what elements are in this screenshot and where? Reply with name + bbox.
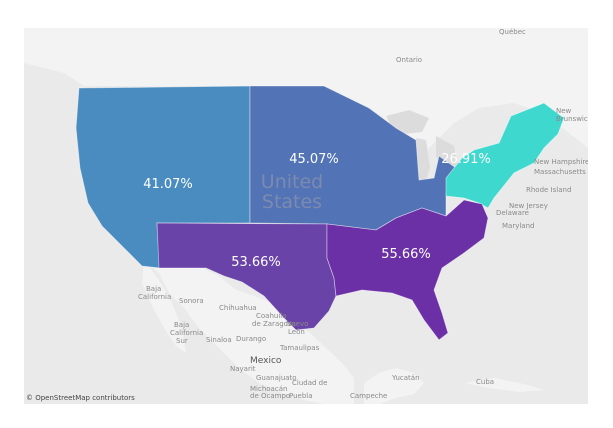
label-tamaulipas: Tamaulipas <box>279 344 320 352</box>
label-baja-california-1: Baja <box>146 285 161 293</box>
label-sinaloa: Sinaloa <box>206 336 232 344</box>
country-label-line1: United <box>261 171 323 193</box>
mexico-landmass <box>144 260 354 404</box>
label-michoacan-2: de Ocampo <box>250 392 290 400</box>
region-value-midwest: 45.07% <box>289 152 339 167</box>
label-mexico: Mexico <box>250 356 282 366</box>
region-value-west: 41.07% <box>143 177 193 192</box>
label-baja-sur-2: California <box>170 329 203 337</box>
yucatan-landmass <box>364 368 424 404</box>
label-baja-sur-1: Baja <box>174 321 189 329</box>
label-quebec: Québec <box>499 28 526 36</box>
label-yucatan: Yucatán <box>391 374 420 382</box>
label-baja-sur-3: Sur <box>176 337 188 345</box>
label-nuevo-leon-2: León <box>288 328 305 336</box>
map-canvas[interactable]: United States Québec Ontario New Brunswi… <box>24 28 588 404</box>
label-nuevo-leon-1: Nuevo <box>286 320 308 328</box>
label-massachusetts: Massachusetts <box>534 168 586 176</box>
label-ontario: Ontario <box>396 56 422 64</box>
label-michoacan-1: Michoacán <box>250 385 287 393</box>
label-baja-california-2: California <box>138 293 171 301</box>
region-northeast[interactable] <box>445 102 565 209</box>
label-maryland: Maryland <box>502 222 534 230</box>
label-durango: Durango <box>236 335 266 343</box>
label-coahuila-1: Coahuila <box>256 312 287 320</box>
region-value-southeast: 55.66% <box>381 247 431 262</box>
label-new-brunswick-2: Brunswick <box>556 115 588 123</box>
map-attribution[interactable]: © OpenStreetMap contributors <box>26 394 135 402</box>
label-new-brunswick-1: New <box>556 107 572 115</box>
label-chihuahua: Chihuahua <box>219 304 257 312</box>
cuba-landmass <box>464 378 544 392</box>
label-mexico-city: Ciudad de <box>292 379 327 387</box>
country-label-line2: States <box>262 191 322 213</box>
label-nayarit: Nayarit <box>230 365 256 373</box>
label-sonora: Sonora <box>179 297 204 305</box>
label-delaware: Delaware <box>496 209 529 217</box>
label-guanajuato: Guanajuato <box>256 374 297 382</box>
label-rhode-island: Rhode Island <box>526 186 571 194</box>
map-view[interactable]: United States Québec Ontario New Brunswi… <box>24 28 588 404</box>
label-new-hampshire: New Hampshire <box>534 158 588 166</box>
region-value-northeast: 26.91% <box>441 152 491 167</box>
region-value-southwest: 53.66% <box>231 255 281 270</box>
label-campeche: Campeche <box>350 392 387 400</box>
baja-landmass <box>142 260 186 353</box>
label-coahuila-2: de Zaragoza <box>252 320 296 328</box>
label-puebla: Puebla <box>289 392 313 400</box>
label-new-jersey: New Jersey <box>509 202 548 210</box>
label-cuba: Cuba <box>476 378 494 386</box>
canada-landmass <box>24 28 588 153</box>
region-southeast[interactable] <box>326 199 489 341</box>
